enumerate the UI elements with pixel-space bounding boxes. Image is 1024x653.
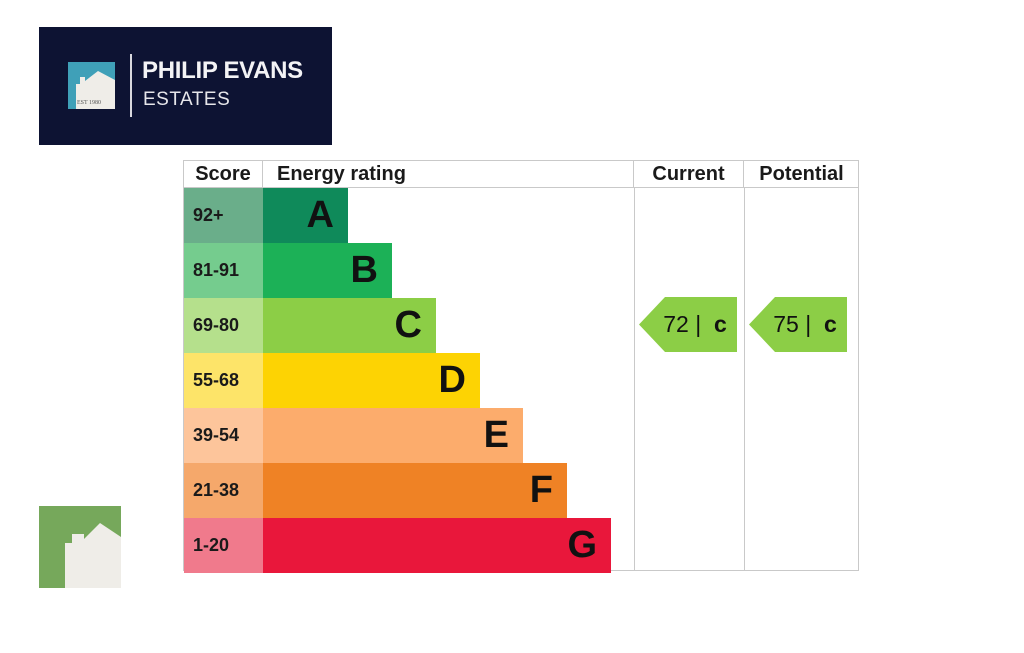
band-row-d: 55-68 D [184,353,634,408]
band-score: 39-54 [184,408,263,463]
header-energy-rating: Energy rating [263,161,634,188]
band-letter: F [529,469,553,511]
band-bar: E [263,408,523,463]
band-bar: C [263,298,436,353]
header-score: Score [184,161,263,188]
band-score: 55-68 [184,353,263,408]
band-letter: G [567,524,597,566]
house-logo-icon: EST 1980 [68,62,115,109]
potential-rating-letter: c [823,311,837,337]
band-bar: G [263,518,611,573]
band-row-e: 39-54 E [184,408,634,463]
epc-rating-chart: Score Energy rating Current Potential 92… [183,160,859,573]
house-watermark-icon [39,506,121,588]
band-score: 1-20 [184,518,263,573]
band-score: 21-38 [184,463,263,518]
potential-rating-arrow: 75 | c [749,297,847,352]
band-score: 92+ [184,188,263,243]
band-row-b: 81-91 B [184,243,634,298]
potential-rating-value: 75 | [773,311,812,337]
logo-divider [130,54,132,117]
band-bar: B [263,243,392,298]
band-score: 81-91 [184,243,263,298]
logo-company-subtitle: ESTATES [143,89,231,110]
band-score: 69-80 [184,298,263,353]
band-letter: C [394,304,422,346]
logo-company-name: PHILIP EVANS [142,57,303,84]
band-letter: A [306,194,334,236]
band-row-f: 21-38 F [184,463,634,518]
logo-est-text: EST 1980 [77,100,102,106]
column-divider [744,188,745,570]
band-bar: D [263,353,480,408]
band-row-c: 69-80 C [184,298,634,353]
band-row-g: 1-20 G [184,518,634,573]
column-divider [634,188,635,570]
band-letter: E [483,414,509,456]
band-letter: B [350,249,378,291]
header-potential: Potential [744,161,859,188]
company-logo: EST 1980 PHILIP EVANS ESTATES [39,27,332,145]
band-row-a: 92+ A [184,188,634,243]
current-rating-letter: c [713,311,727,337]
band-letter: D [438,359,466,401]
current-rating-arrow: 72 | c [639,297,737,352]
band-bar: F [263,463,567,518]
header-current: Current [634,161,744,188]
current-rating-value: 72 | [663,311,702,337]
band-bar: A [263,188,348,243]
